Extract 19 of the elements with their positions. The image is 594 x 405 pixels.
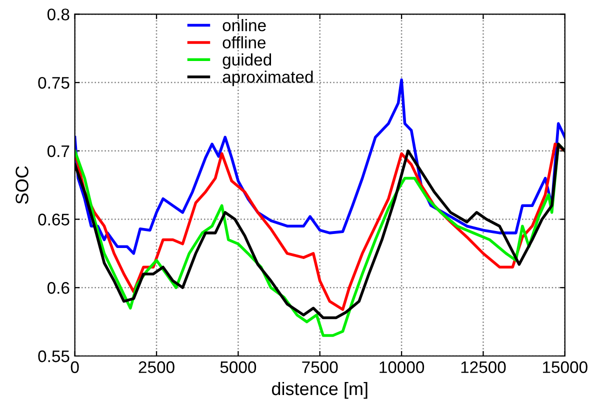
x-tick-label: 12500 bbox=[461, 361, 506, 374]
x-tick-label: 5000 bbox=[220, 361, 256, 374]
y-tick-label: 0.55 bbox=[38, 350, 70, 362]
x-tick-label: 10000 bbox=[380, 361, 424, 374]
y-tick-label: 0.65 bbox=[38, 214, 70, 226]
x-axis-title: distence [m] bbox=[272, 382, 368, 399]
y-axis-title: SOC bbox=[16, 166, 28, 204]
y-tick-label: 0.75 bbox=[38, 76, 70, 89]
y-tick-label: 0.7 bbox=[47, 145, 70, 158]
x-tick-label: 7500 bbox=[302, 361, 338, 374]
y-tick-label: 0.6 bbox=[47, 282, 70, 294]
legend-label: online bbox=[222, 19, 266, 32]
y-tick-label: 0.8 bbox=[47, 8, 70, 20]
legend-label: offline bbox=[222, 36, 266, 48]
x-tick-label: 15000 bbox=[542, 361, 588, 374]
legend-label: aproximated bbox=[222, 70, 313, 86]
x-tick-label: 2500 bbox=[138, 361, 174, 374]
x-tick-label: 0 bbox=[70, 361, 79, 374]
legend-label: guided bbox=[222, 53, 272, 69]
